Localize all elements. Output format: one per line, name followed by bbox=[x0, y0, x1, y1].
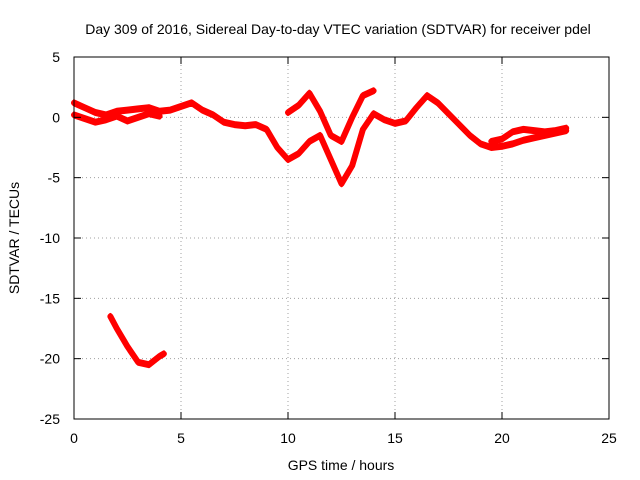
data-point bbox=[146, 362, 152, 368]
data-point bbox=[520, 137, 526, 143]
data-point bbox=[360, 93, 366, 99]
y-tick-label: -15 bbox=[40, 290, 60, 306]
data-point bbox=[242, 123, 248, 129]
data-point bbox=[371, 88, 377, 94]
y-tick-label: -10 bbox=[40, 230, 60, 246]
data-point bbox=[392, 120, 398, 126]
data-point bbox=[435, 100, 441, 106]
data-point bbox=[499, 136, 505, 142]
y-axis-label: SDTVAR / TECUs bbox=[6, 182, 22, 294]
data-point bbox=[232, 122, 237, 128]
data-point bbox=[520, 126, 526, 132]
data-point bbox=[371, 111, 377, 117]
data-point bbox=[146, 105, 152, 111]
data-point bbox=[114, 113, 120, 119]
y-tick-label: 0 bbox=[52, 109, 60, 125]
data-point bbox=[510, 129, 516, 135]
data-point bbox=[424, 93, 430, 99]
data-point bbox=[499, 143, 505, 149]
data-point bbox=[125, 344, 130, 350]
data-point bbox=[253, 122, 259, 128]
data-point bbox=[125, 107, 130, 113]
data-point bbox=[146, 111, 152, 117]
data-point bbox=[264, 126, 270, 132]
data-point bbox=[82, 105, 88, 111]
y-tick-label: -20 bbox=[40, 351, 60, 367]
data-point bbox=[542, 129, 548, 135]
data-point bbox=[103, 117, 109, 123]
chart-title: Day 309 of 2016, Sidereal Day-to-day VTE… bbox=[85, 21, 591, 37]
data-point bbox=[135, 359, 141, 365]
data-point bbox=[413, 105, 419, 111]
data-point bbox=[328, 157, 334, 163]
data-point bbox=[274, 145, 280, 150]
data-point bbox=[157, 353, 163, 359]
data-point bbox=[446, 111, 451, 117]
data-point bbox=[510, 141, 516, 147]
grid-lines bbox=[74, 57, 609, 419]
data-series bbox=[71, 87, 570, 369]
axis-ticks bbox=[73, 56, 610, 420]
series-trace bbox=[489, 124, 568, 141]
data-point bbox=[360, 126, 366, 132]
data-point bbox=[114, 326, 120, 331]
data-point bbox=[317, 108, 323, 114]
data-point bbox=[563, 125, 569, 131]
data-point bbox=[488, 145, 494, 150]
data-point bbox=[381, 117, 387, 123]
data-point bbox=[467, 132, 473, 138]
data-point bbox=[161, 351, 167, 357]
data-point bbox=[317, 132, 323, 138]
data-point bbox=[306, 90, 312, 96]
data-point bbox=[478, 141, 484, 147]
y-tick-label: -25 bbox=[40, 411, 60, 427]
data-point bbox=[553, 128, 558, 134]
data-point bbox=[339, 138, 344, 144]
data-point bbox=[157, 113, 163, 119]
x-tick-label: 20 bbox=[494, 430, 510, 446]
tick-labels: 0 5 10 15 20 25 5 0 -5 -10 -15 -20 -25 bbox=[40, 49, 617, 446]
data-point bbox=[82, 116, 88, 122]
data-point bbox=[135, 106, 141, 112]
data-point bbox=[306, 138, 312, 144]
data-point bbox=[296, 102, 302, 108]
data-point bbox=[531, 135, 537, 141]
x-tick-label: 15 bbox=[387, 430, 403, 446]
data-point bbox=[456, 122, 462, 128]
x-tick-label: 25 bbox=[601, 430, 617, 446]
data-point bbox=[285, 110, 291, 116]
data-point bbox=[178, 103, 184, 109]
data-point bbox=[189, 100, 195, 106]
data-point bbox=[349, 114, 355, 120]
data-point bbox=[199, 107, 205, 113]
y-tick-label: -5 bbox=[48, 170, 61, 186]
data-point bbox=[403, 118, 409, 124]
data-point bbox=[221, 119, 227, 125]
data-point bbox=[488, 138, 494, 144]
x-tick-label: 0 bbox=[70, 430, 78, 446]
data-point bbox=[92, 119, 98, 125]
x-axis-label: GPS time / hours bbox=[288, 457, 395, 473]
data-point bbox=[296, 151, 302, 157]
data-point bbox=[114, 108, 120, 114]
x-tick-label: 10 bbox=[280, 430, 296, 446]
data-point bbox=[135, 114, 141, 120]
data-point bbox=[285, 157, 291, 163]
data-point bbox=[210, 112, 216, 118]
x-tick-label: 5 bbox=[177, 430, 185, 446]
y-tick-label: 5 bbox=[52, 49, 60, 65]
data-point bbox=[107, 313, 113, 319]
data-point bbox=[531, 128, 537, 134]
data-point bbox=[125, 118, 130, 124]
data-point bbox=[328, 132, 334, 138]
data-point bbox=[349, 163, 355, 169]
data-point bbox=[92, 110, 98, 116]
data-point bbox=[339, 181, 344, 187]
data-point bbox=[167, 107, 173, 113]
